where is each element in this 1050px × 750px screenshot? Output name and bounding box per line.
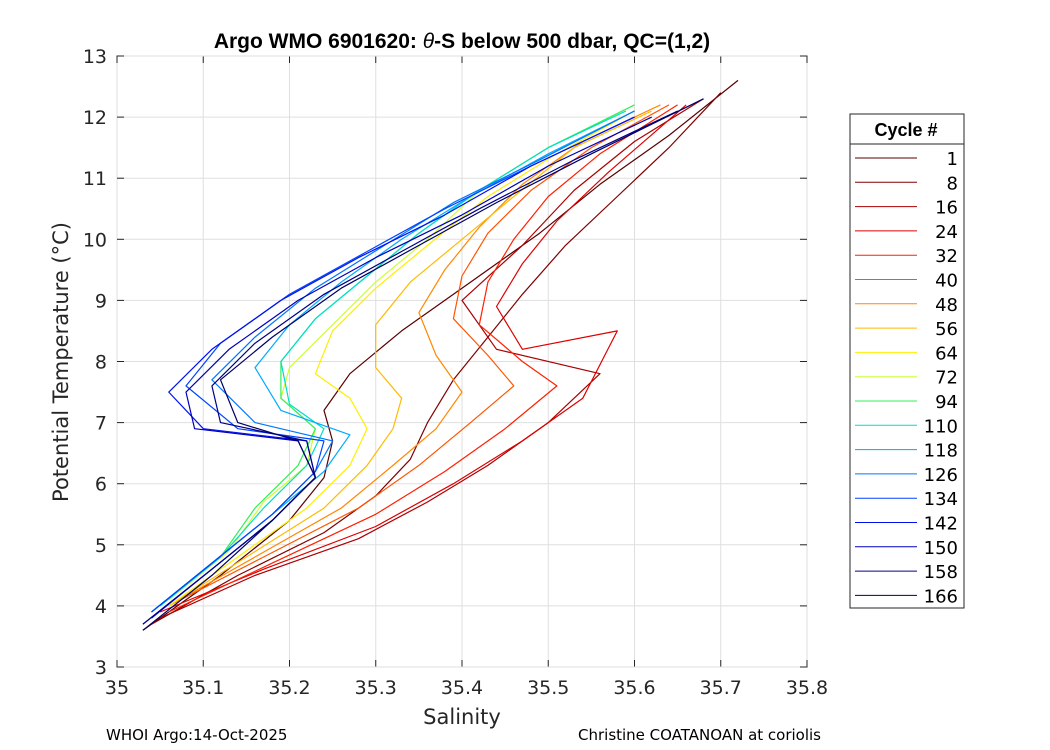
chart-title: Argo WMO 6901620: θ-S below 500 dbar, QC… <box>214 30 710 53</box>
series-line-cycle-56 <box>168 110 652 607</box>
y-tick-label: 10 <box>83 229 107 251</box>
series-line-cycle-166 <box>142 98 704 631</box>
legend-label-cycle-166: 166 <box>924 586 958 607</box>
series-line-cycle-48 <box>168 104 661 607</box>
series-line-cycle-24 <box>159 104 687 613</box>
legend-label-cycle-72: 72 <box>935 368 958 389</box>
legend-label-cycle-158: 158 <box>924 562 958 583</box>
series-line-cycle-64 <box>168 110 635 607</box>
x-tick-label: 35.1 <box>182 677 224 699</box>
y-tick-label: 13 <box>83 46 107 68</box>
legend-label-cycle-24: 24 <box>935 222 958 243</box>
series-line-cycle-32 <box>168 104 678 613</box>
footer-left: WHOI Argo:14-Oct-2025 <box>106 726 288 744</box>
legend-label-cycle-8: 8 <box>947 173 958 194</box>
x-tick-label: 35.3 <box>355 677 397 699</box>
y-axis-label: Potential Temperature (°C) <box>49 222 73 502</box>
legend-label-cycle-64: 64 <box>935 343 958 364</box>
y-tick-label: 12 <box>83 107 107 129</box>
x-tick-label: 35.5 <box>527 677 569 699</box>
x-tick-label: 35.7 <box>700 677 742 699</box>
y-tick-label: 11 <box>83 168 107 190</box>
legend-label-cycle-134: 134 <box>924 489 958 510</box>
x-axis-label: Salinity <box>423 705 501 729</box>
legend-label-cycle-56: 56 <box>935 319 958 340</box>
y-tick-label: 7 <box>95 413 107 435</box>
legend-label-cycle-94: 94 <box>935 392 958 413</box>
y-tick-labels: 3 4 5 6 7 8 9 10 11 12 13 <box>83 46 107 679</box>
legend-label-cycle-118: 118 <box>924 441 958 462</box>
series-line-cycle-40 <box>168 104 670 607</box>
x-tick-label: 35.6 <box>613 677 655 699</box>
x-tick-labels: 35 35.1 35.2 35.3 35.4 35.5 35.6 35.7 35.8 <box>105 677 828 699</box>
footer-right: Christine COATANOAN at coriolis <box>578 726 821 744</box>
legend-items: 1 8 16 24 32 40 48 56 64 72 94 110 118 126 134 142 150 15… <box>855 149 958 607</box>
y-tick-label: 9 <box>95 290 107 312</box>
legend-title: Cycle # <box>874 120 937 140</box>
series-line-cycle-16 <box>159 98 704 619</box>
legend-label-cycle-16: 16 <box>935 198 958 219</box>
y-tick-label: 3 <box>95 657 107 679</box>
legend-label-cycle-48: 48 <box>935 295 958 316</box>
legend-label-cycle-1: 1 <box>947 149 958 170</box>
legend: Cycle # 1 8 16 24 32 40 48 56 64 72 94 110 118 126 134… <box>849 113 965 609</box>
legend-label-cycle-32: 32 <box>935 246 958 267</box>
legend-box <box>849 113 965 609</box>
legend-label-cycle-150: 150 <box>924 538 958 559</box>
y-tick-label: 8 <box>95 352 107 374</box>
legend-label-cycle-126: 126 <box>924 465 958 486</box>
legend-label-cycle-40: 40 <box>935 271 958 292</box>
x-tick-label: 35 <box>105 677 129 699</box>
y-tick-label: 5 <box>95 535 107 557</box>
x-tick-label: 35.2 <box>268 677 310 699</box>
x-tick-label: 35.8 <box>786 677 828 699</box>
series-line-cycle-134 <box>151 116 635 613</box>
x-tick-label: 35.4 <box>441 677 483 699</box>
y-tick-label: 6 <box>95 474 107 496</box>
legend-label-cycle-110: 110 <box>924 416 958 437</box>
legend-label-cycle-142: 142 <box>924 514 958 535</box>
y-tick-label: 4 <box>95 596 107 618</box>
series-group <box>142 79 739 631</box>
